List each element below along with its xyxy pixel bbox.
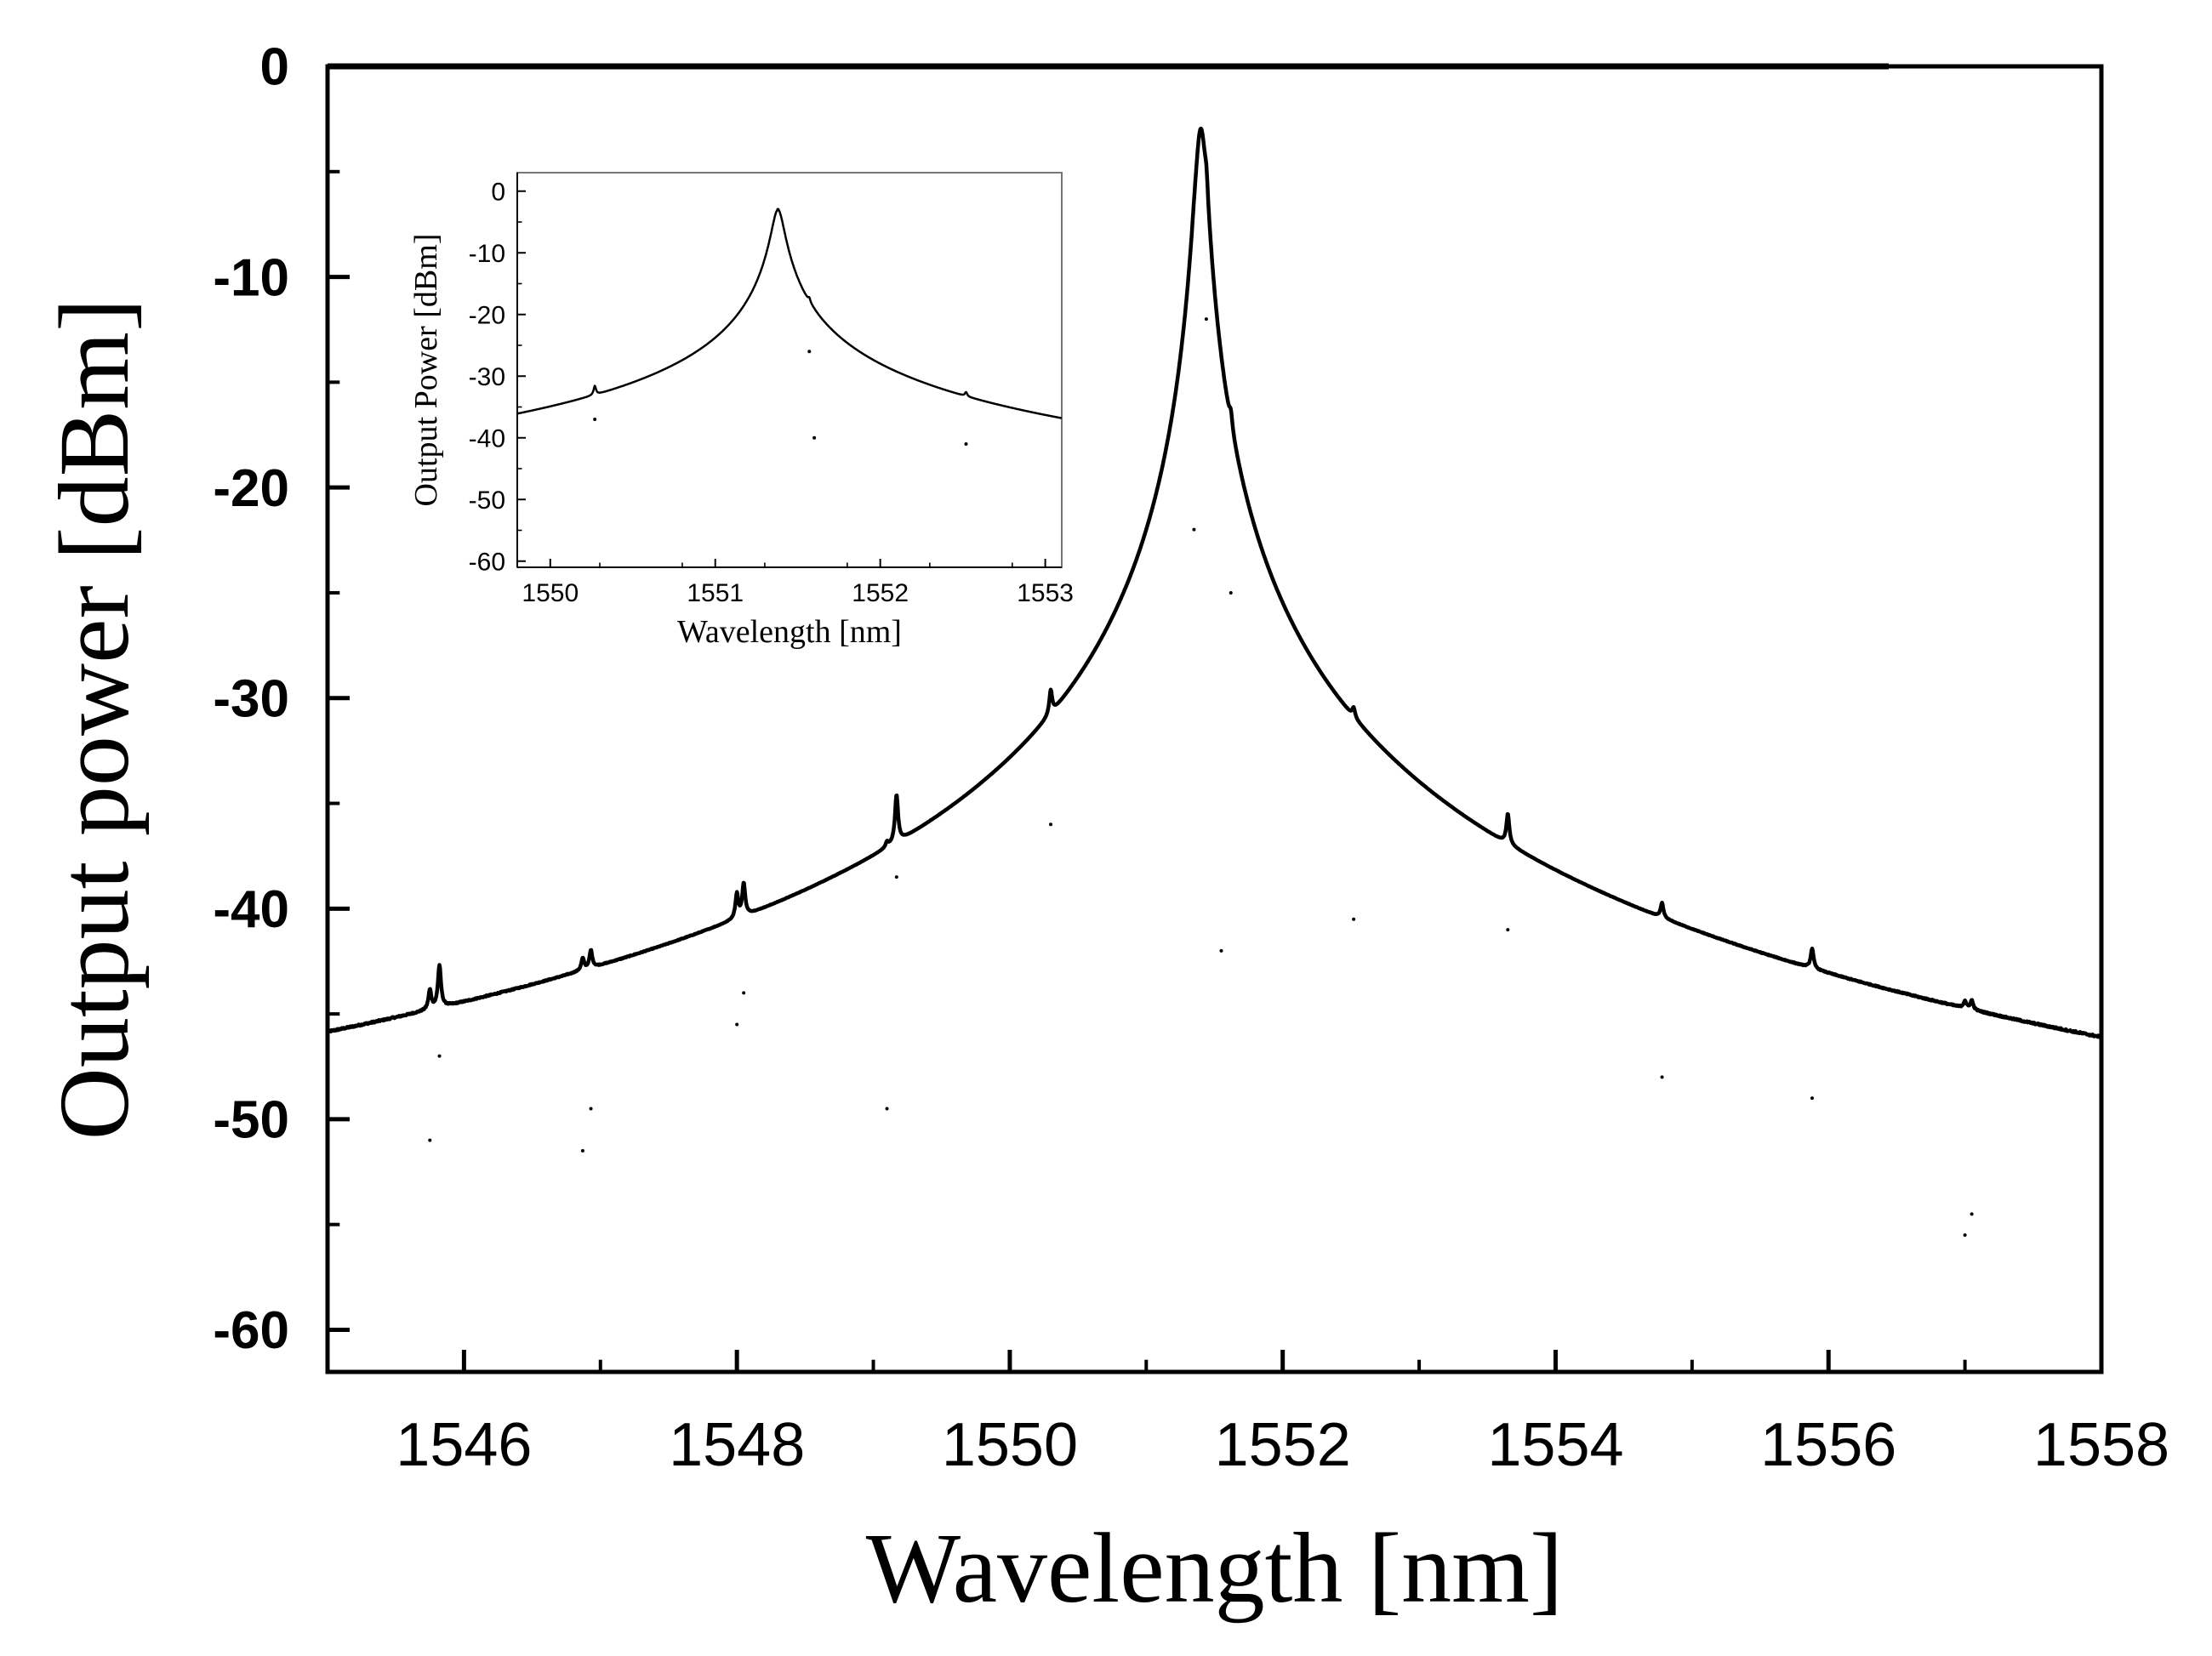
inset-y-tick-label: -40: [469, 424, 505, 452]
main-plot-frame: [325, 64, 2104, 1374]
inset-x-tick-label: 1551: [687, 579, 744, 607]
main-x-tick-label: 1550: [942, 1411, 1078, 1479]
main-peak-point: [1199, 128, 1203, 132]
main-peak-point: [1229, 590, 1233, 595]
inset-plot: 0 -10 -20 -30 -40 -50 -60 1550 1551 1552 1553 Wavel…: [408, 172, 1074, 650]
main-peak-point: [1204, 317, 1208, 322]
main-x-tick-label: 1552: [1215, 1411, 1351, 1479]
main-y-tick-label: -40: [213, 880, 289, 939]
main-peak-point: [1660, 1075, 1664, 1079]
main-y-axis-label: Output power [dBm]: [38, 299, 150, 1141]
main-peak-point: [1810, 1096, 1814, 1101]
main-peak-point: [1970, 1212, 1974, 1216]
main-peak-point: [580, 1149, 584, 1153]
inset-y-tick-label: -50: [469, 487, 505, 515]
main-peak-point: [589, 1107, 593, 1111]
main-peak-point: [894, 875, 898, 879]
inset-x-tick-label: 1552: [852, 579, 909, 607]
main-peak-point: [885, 1107, 889, 1111]
main-spectrum-line: [326, 126, 2103, 1040]
inset-y-axis-label: Output Power [dBm]: [408, 234, 444, 507]
main-x-tick-label: 1556: [1760, 1411, 1896, 1479]
main-x-tick-label: 1558: [2033, 1411, 2169, 1479]
inset-peak-point: [776, 208, 780, 212]
main-y-tick-label: -30: [213, 669, 289, 728]
inset-y-tick-label: -60: [469, 548, 505, 576]
main-peak-point: [742, 991, 746, 995]
inset-y-tick-label: -30: [469, 363, 505, 391]
main-peak-point: [1963, 1233, 1967, 1238]
inset-x-tick-label: 1550: [522, 579, 579, 607]
main-y-tick-label: -60: [213, 1301, 289, 1360]
main-peak-point: [735, 1022, 739, 1027]
main-peak-point: [1049, 822, 1053, 827]
main-x-axis-label: Wavelength [nm]: [866, 1512, 1564, 1624]
inset-peak-point: [593, 418, 597, 421]
inset-peak-point: [812, 435, 817, 440]
inset-plot-frame: [516, 172, 1063, 568]
main-x-tick-label: 1554: [1487, 1411, 1623, 1479]
main-peak-point: [437, 1054, 442, 1058]
inset-x-tick-label: 1553: [1017, 579, 1074, 607]
inset-y-tick-label: -10: [469, 240, 505, 268]
main-x-tick-label: 1546: [396, 1411, 532, 1479]
inset-y-tick-label: 0: [491, 178, 505, 206]
main-peak-point: [1506, 928, 1510, 932]
inset-spectrum-line: [516, 208, 1063, 419]
main-peak-point: [1219, 948, 1223, 953]
inset-peak-point: [964, 442, 968, 446]
main-y-tick-label: -50: [213, 1091, 289, 1150]
inset-y-tick-label: -20: [469, 301, 505, 329]
main-y-tick-label: -20: [213, 459, 289, 518]
main-peak-point: [428, 1138, 432, 1142]
main-peak-point: [1352, 917, 1356, 921]
main-y-tick-label: 0: [260, 38, 289, 97]
main-peak-point: [1192, 527, 1196, 532]
inset-peak-point: [807, 350, 812, 354]
main-plot: 0 -10 -20 -30 -40 -50 -60 1546 1548 1550 1552 1554 1…: [38, 38, 2169, 1624]
main-x-tick-label: 1548: [669, 1411, 805, 1479]
inset-x-axis-label: Wavelength [nm]: [677, 614, 902, 650]
main-y-tick-label: -10: [213, 248, 289, 307]
